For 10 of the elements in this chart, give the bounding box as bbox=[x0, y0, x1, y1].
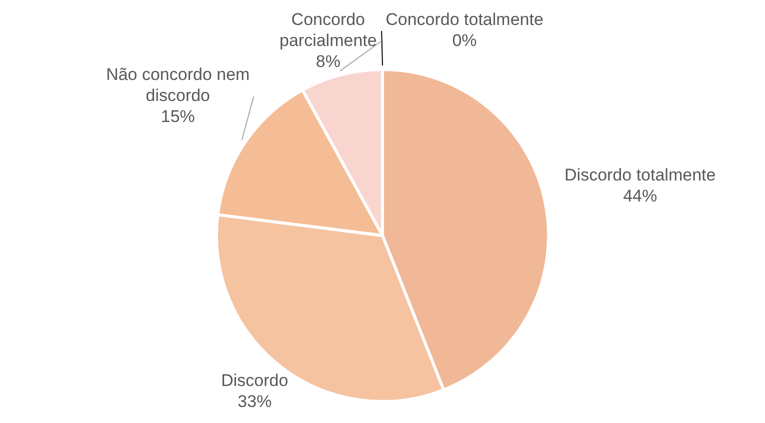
data-label: 44% bbox=[623, 186, 658, 206]
data-label: 33% bbox=[238, 392, 272, 412]
slice-label: Não concordo nem discordo bbox=[106, 65, 250, 106]
slice-label: Discordo bbox=[221, 371, 288, 390]
data-label: 8% bbox=[316, 52, 340, 72]
slice-label: Concordo parcialmente bbox=[279, 10, 377, 50]
category-label: Concordo totalmente bbox=[386, 10, 544, 30]
data-label: 15% bbox=[160, 107, 195, 126]
text: 0% bbox=[452, 31, 477, 50]
slice-label: Discordo totalmente bbox=[564, 166, 716, 185]
